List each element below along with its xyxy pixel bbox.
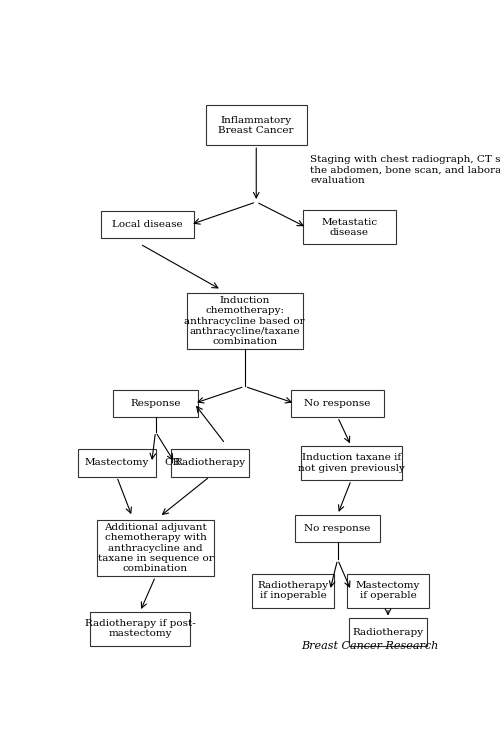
Text: Metastatic
disease: Metastatic disease: [321, 217, 378, 237]
FancyBboxPatch shape: [90, 612, 190, 646]
FancyBboxPatch shape: [113, 390, 198, 417]
Text: Mastectomy
if operable: Mastectomy if operable: [356, 581, 420, 601]
Text: Additional adjuvant
chemotherapy with
anthracycline and
taxane in sequence or
co: Additional adjuvant chemotherapy with an…: [98, 523, 214, 573]
FancyBboxPatch shape: [78, 450, 156, 477]
Text: Radiotherapy: Radiotherapy: [352, 628, 424, 637]
FancyBboxPatch shape: [303, 211, 396, 245]
Text: No response: No response: [304, 524, 371, 533]
FancyBboxPatch shape: [348, 573, 428, 608]
FancyBboxPatch shape: [206, 105, 306, 145]
Text: OR: OR: [165, 458, 181, 467]
FancyBboxPatch shape: [349, 618, 427, 646]
FancyBboxPatch shape: [186, 293, 302, 349]
Text: Radiotherapy
if inoperable: Radiotherapy if inoperable: [258, 581, 328, 601]
FancyBboxPatch shape: [301, 446, 402, 480]
Text: Inflammatory
Breast Cancer: Inflammatory Breast Cancer: [218, 116, 294, 135]
Text: Breast Cancer Research: Breast Cancer Research: [301, 641, 438, 652]
Text: No response: No response: [304, 399, 371, 408]
Text: Induction
chemotherapy:
anthracycline based or
anthracycline/taxane
combination: Induction chemotherapy: anthracycline ba…: [184, 296, 305, 346]
Text: Local disease: Local disease: [112, 220, 183, 229]
FancyBboxPatch shape: [101, 211, 194, 238]
FancyBboxPatch shape: [98, 520, 214, 576]
FancyBboxPatch shape: [291, 390, 384, 417]
Text: Staging with chest radiograph, CT scan of
the abdomen, bone scan, and laboratory: Staging with chest radiograph, CT scan o…: [310, 156, 500, 185]
Text: Radiotherapy: Radiotherapy: [174, 458, 246, 467]
Text: Response: Response: [130, 399, 181, 408]
FancyBboxPatch shape: [171, 450, 248, 477]
FancyBboxPatch shape: [295, 514, 380, 542]
FancyBboxPatch shape: [252, 573, 334, 608]
Text: Radiotherapy if post-
mastectomy: Radiotherapy if post- mastectomy: [84, 619, 196, 638]
Text: Mastectomy: Mastectomy: [84, 458, 149, 467]
Text: Induction taxane if
not given previously: Induction taxane if not given previously: [298, 453, 405, 472]
